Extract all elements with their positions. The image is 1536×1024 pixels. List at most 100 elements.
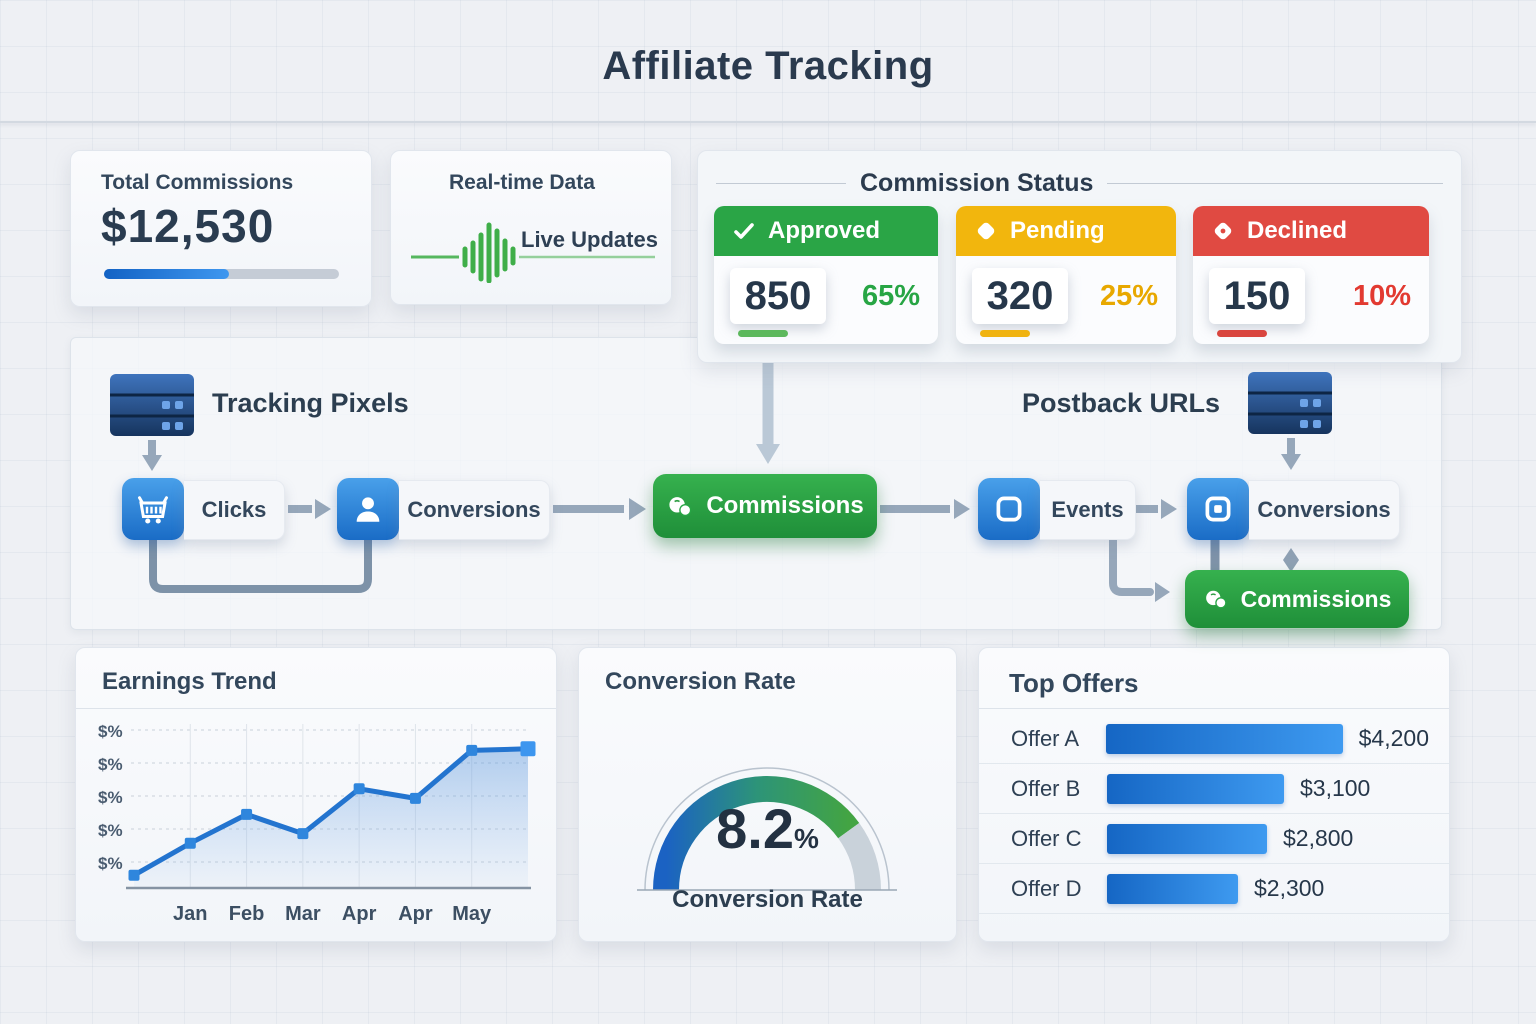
top-offers-list: Offer A $4,200 Offer B $3,100 Offer C $2,800 O… — [979, 714, 1449, 914]
commissions-right-label: Commissions — [1240, 585, 1392, 612]
gauge-value-unit: % — [793, 823, 819, 854]
status-card-declined[interactable]: Declined 150 10% — [1193, 206, 1429, 344]
pending-label: Pending — [1010, 217, 1105, 244]
offer-value: $2,800 — [1283, 825, 1354, 851]
events-node-icon[interactable] — [978, 478, 1040, 540]
realtime-data-label: Real-time Data — [449, 171, 595, 194]
conversions-right-label: Conversions — [1257, 497, 1391, 522]
declined-underbar — [1217, 330, 1267, 337]
earnings-x-label: Jan — [173, 903, 207, 925]
conversions-right-node[interactable]: Conversions — [1249, 480, 1400, 540]
approved-percent: 65% — [861, 280, 920, 312]
header-divider — [0, 121, 1536, 123]
progress-bar — [104, 269, 339, 279]
coins-icon — [669, 497, 692, 517]
conversions-right-node-icon[interactable] — [1187, 478, 1249, 540]
earnings-point — [520, 741, 536, 757]
waveform-icon — [411, 222, 655, 283]
realtime-data-card: Real-time Data Live Updates — [390, 150, 672, 305]
offer-row: Offer D $2,300 — [979, 864, 1449, 914]
status-card-pending[interactable]: Pending 320 25% — [956, 206, 1176, 344]
svg-text:$%: $% — [98, 722, 123, 741]
divider-line — [1107, 183, 1443, 184]
offer-value: $2,300 — [1254, 875, 1325, 901]
divider-line — [716, 183, 846, 184]
offer-value: $3,100 — [1300, 775, 1371, 801]
offer-bar — [1105, 723, 1343, 754]
pending-underbar — [980, 330, 1030, 337]
earnings-trend-chart: $% $% $% $% $% Jan Feb Mar Apr Apr May — [98, 722, 536, 925]
approved-header: Approved — [714, 206, 938, 256]
conversion-icon — [1205, 496, 1231, 522]
gauge-track-arc — [837, 822, 881, 891]
earnings-point — [184, 837, 196, 849]
gauge-value-arc — [653, 776, 860, 891]
earnings-x-label: Feb — [229, 903, 265, 925]
clicks-node[interactable]: Clicks — [184, 480, 285, 540]
offer-bar — [1107, 873, 1238, 904]
user-icon — [356, 497, 380, 522]
gauge-label: Conversion Rate — [672, 886, 863, 913]
earnings-x-label: May — [452, 903, 492, 925]
svg-text:$%: $% — [98, 821, 123, 840]
earnings-point — [297, 828, 309, 840]
declined-percent: 10% — [1352, 280, 1411, 312]
offer-label: Offer B — [1011, 775, 1081, 801]
approved-label: Approved — [768, 217, 881, 244]
page-title: Affiliate Tracking — [602, 44, 934, 88]
events-node[interactable]: Events — [1040, 480, 1136, 540]
offer-row: Offer C $2,800 — [979, 814, 1449, 864]
earnings-line-series — [131, 746, 531, 878]
events-node-label: Events — [1051, 497, 1124, 522]
earnings-point — [409, 792, 421, 804]
offer-row: Offer A $4,200 — [979, 714, 1449, 764]
server-icon — [1248, 372, 1332, 434]
conversions-left-node[interactable]: Conversions — [399, 480, 550, 540]
earnings-x-label: Apr — [398, 903, 433, 925]
check-icon — [734, 223, 754, 239]
earnings-point — [353, 783, 365, 795]
declined-header: Declined — [1193, 206, 1429, 256]
conversion-rate-title: Conversion Rate — [605, 668, 796, 695]
declined-count: 150 — [1209, 268, 1305, 324]
svg-text:$%: $% — [98, 755, 123, 774]
diamond-dot-icon — [1214, 222, 1232, 240]
tracking-pixels-title: Tracking Pixels — [212, 388, 409, 418]
svg-text:$%: $% — [98, 788, 123, 807]
offer-label: Offer C — [1011, 825, 1082, 851]
commissions-left-label: Commissions — [706, 492, 864, 519]
coins-icon — [1205, 590, 1227, 609]
total-commissions-value: $12,530 — [101, 200, 275, 252]
gauge-outer-ring — [644, 767, 890, 891]
total-commissions-label: Total Commissions — [101, 171, 294, 194]
commissions-button-right[interactable]: Commissions — [1185, 570, 1409, 628]
pending-percent: 25% — [1099, 280, 1158, 312]
pending-count: 320 — [972, 268, 1068, 324]
gauge-value: 8.2% — [579, 796, 956, 861]
progress-bar-fill — [104, 269, 229, 279]
svg-text:$%: $% — [98, 854, 123, 873]
commissions-button-left[interactable]: Commissions — [653, 474, 877, 538]
offer-label: Offer A — [1011, 725, 1080, 751]
clicks-node-icon[interactable] — [122, 478, 184, 540]
top-offers-title: Top Offers — [1009, 668, 1139, 698]
card-divider — [76, 708, 556, 709]
clicks-node-label: Clicks — [201, 497, 267, 522]
offer-value: $4,200 — [1358, 725, 1429, 751]
earnings-point — [241, 808, 253, 820]
diamond-icon — [977, 222, 995, 240]
gauge-value-number: 8.2 — [716, 797, 794, 860]
earnings-x-label: Mar — [285, 903, 321, 925]
offer-row: Offer B $3,100 — [979, 764, 1449, 814]
event-icon — [996, 496, 1022, 522]
status-card-approved[interactable]: Approved 850 65% — [714, 206, 938, 344]
earnings-point — [466, 744, 478, 756]
total-commissions-card: Total Commissions $12,530 — [70, 150, 372, 307]
earnings-trend-card: Earnings Trend $% $% $% $% $% Jan Feb Mar Apr Apr… — [75, 647, 557, 942]
conversions-node-icon[interactable] — [337, 478, 399, 540]
commission-status-card: Commission Status Approved 850 65% Pe — [697, 150, 1462, 363]
conversions-left-label: Conversions — [407, 497, 541, 522]
approved-count: 850 — [730, 268, 826, 324]
commission-status-header: Commission Status — [716, 169, 1443, 198]
